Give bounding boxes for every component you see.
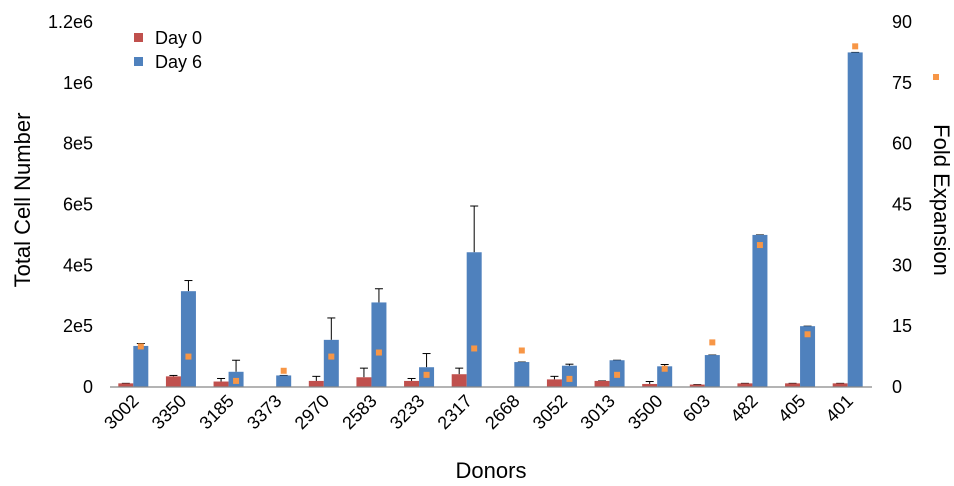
bar-day0 (451, 374, 467, 387)
bar-day0 (356, 377, 372, 387)
fold-expansion-point (280, 367, 287, 374)
legend: Day 0 Day 6 (134, 28, 202, 72)
x-tick-label: 3002 (100, 391, 142, 433)
fold-expansion-point (137, 343, 144, 350)
x-tick-label: 2668 (481, 391, 523, 433)
bar-day6 (276, 375, 292, 387)
y-tick-label: 1e6 (63, 73, 93, 93)
x-tick-label: 603 (679, 391, 714, 426)
fold-expansion-point (233, 377, 240, 384)
fold-legend-marker (933, 74, 939, 80)
fold-expansion-point (614, 371, 621, 378)
bar-day0 (404, 380, 420, 387)
x-tick-label: 482 (726, 391, 761, 426)
x-tick-label: 3350 (148, 391, 190, 433)
y2-tick-label: 45 (892, 195, 912, 215)
y2-ticks: 0 15 30 45 60 75 90 (892, 12, 912, 397)
fold-expansion-point (423, 371, 430, 378)
x-tick-label: 405 (774, 391, 809, 426)
bar-day0 (165, 376, 181, 387)
fold-expansion-point (709, 339, 716, 346)
x-tick-label: 3013 (576, 391, 618, 433)
x-ticks: 3002 3350 3185 3373 2970 2583 3233 2317 2668 3052… (100, 391, 857, 433)
fold-expansion-point (756, 242, 763, 249)
bar-day6 (180, 291, 196, 387)
y2-tick-label: 75 (892, 73, 912, 93)
y-tick-label: 0 (83, 377, 93, 397)
x-tick-label: 3052 (529, 391, 571, 433)
x-tick-label: 3373 (243, 391, 285, 433)
bar-day6 (657, 366, 673, 387)
bar-day0 (689, 384, 705, 387)
fold-expansion-point (661, 365, 668, 372)
y2-tick-label: 30 (892, 255, 912, 275)
bar-day6 (800, 326, 816, 387)
legend-label-day6: Day 6 (155, 52, 202, 72)
x-axis-title: Donors (456, 458, 527, 483)
x-tick-label: 3233 (386, 391, 428, 433)
fold-expansion-point (185, 353, 192, 360)
bar-day6 (133, 345, 149, 387)
bars (118, 52, 863, 388)
bar-day0 (213, 381, 229, 387)
fold-expansion-point (852, 43, 859, 50)
fold-expansion-point (518, 347, 525, 354)
legend-swatch-day0 (134, 33, 143, 42)
bar-day0 (642, 383, 658, 387)
bar-day6 (371, 302, 387, 387)
x-tick-label: 3500 (624, 391, 666, 433)
fold-expansion-point (804, 331, 811, 338)
y2-tick-label: 90 (892, 12, 912, 32)
legend-label-day0: Day 0 (155, 28, 202, 48)
y-tick-label: 4e5 (63, 255, 93, 275)
bar-day0 (832, 383, 848, 387)
fold-expansion-point (375, 349, 382, 356)
bar-day0 (308, 380, 324, 387)
y2-axis-title: Fold Expansion (929, 124, 954, 276)
bar-day6 (847, 52, 863, 388)
y-axis-title: Total Cell Number (10, 113, 35, 288)
bar-day6 (323, 339, 339, 387)
fold-markers (137, 43, 859, 384)
x-tick-label: 2970 (291, 391, 333, 433)
fold-expansion-point (566, 375, 573, 382)
x-tick-label: 2317 (434, 391, 476, 433)
x-tick-label: 3185 (195, 391, 237, 433)
bar-day6 (704, 355, 720, 387)
fold-expansion-point (328, 353, 335, 360)
bar-day0 (737, 383, 753, 387)
legend-swatch-day6 (134, 57, 143, 66)
y-tick-label: 8e5 (63, 134, 93, 154)
bar-day0 (118, 383, 134, 387)
bar-day6 (466, 252, 482, 387)
y-tick-label: 6e5 (63, 195, 93, 215)
error-bars (121, 51, 860, 388)
bar-day0 (594, 380, 610, 387)
y2-tick-label: 15 (892, 316, 912, 336)
bar-day6 (514, 362, 530, 387)
x-tick-label: 2583 (338, 391, 380, 433)
bar-day0 (785, 383, 801, 387)
y-ticks: 0 2e5 4e5 6e5 8e5 1e6 1.2e6 (48, 12, 93, 397)
y2-tick-label: 0 (892, 377, 902, 397)
fold-expansion-point (471, 345, 478, 352)
bar-day0 (546, 379, 562, 387)
y2-tick-label: 60 (892, 134, 912, 154)
y-tick-label: 2e5 (63, 316, 93, 336)
y-tick-label: 1.2e6 (48, 12, 93, 32)
bar-day6 (752, 234, 768, 387)
x-tick-label: 401 (822, 391, 857, 426)
